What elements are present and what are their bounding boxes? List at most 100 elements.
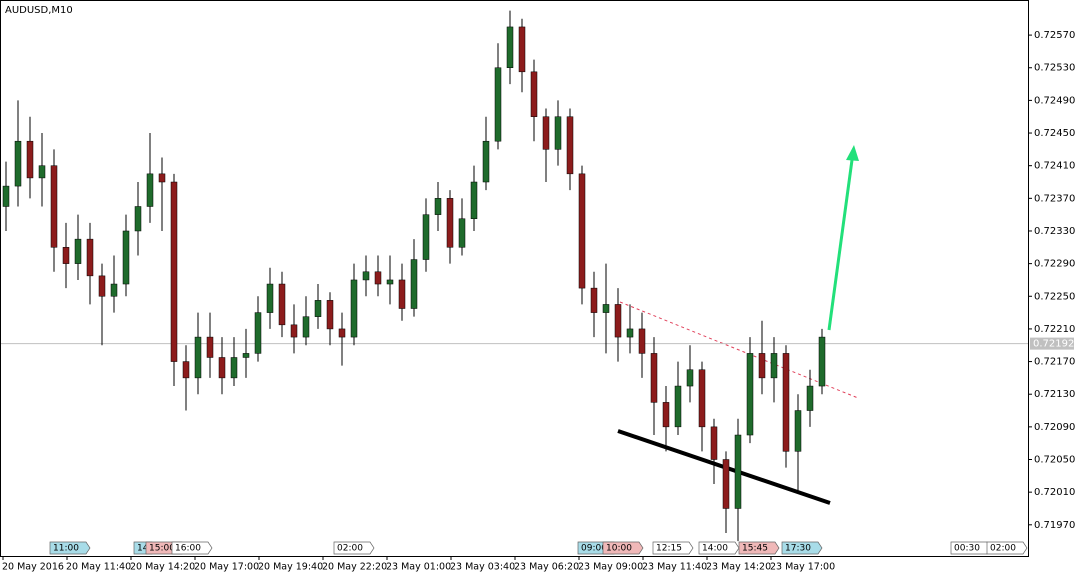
y-tick-label: 0.72410 xyxy=(1034,161,1075,172)
y-tick-label: 0.72170 xyxy=(1034,357,1075,368)
candle-body xyxy=(590,287,598,313)
y-tick-label: 0.72370 xyxy=(1034,193,1075,204)
x-tick-label: 20 May 17:00 xyxy=(194,562,259,573)
candle-body xyxy=(146,173,154,207)
candle-body xyxy=(2,185,10,207)
time-tag-label: 00:30 xyxy=(954,544,980,554)
candle-body xyxy=(386,279,394,285)
y-tick-label: 0.72290 xyxy=(1034,259,1075,270)
candle-body xyxy=(242,353,250,358)
candle-body xyxy=(170,181,178,362)
candle-body xyxy=(398,279,406,309)
time-tag-label: 15:00 xyxy=(149,544,175,554)
candle-body xyxy=(362,271,370,281)
candle-body xyxy=(38,165,46,179)
candle-body xyxy=(554,116,562,150)
x-tick-label: 20 May 19:40 xyxy=(258,562,323,573)
candle-body xyxy=(206,336,214,358)
time-tag xyxy=(171,541,213,555)
candle-body xyxy=(62,247,70,264)
candle-body xyxy=(566,116,574,175)
candle-body xyxy=(158,173,166,183)
time-tag xyxy=(698,541,740,555)
x-tick-label: 23 May 14:20 xyxy=(706,562,771,573)
x-tick-label: 23 May 06:20 xyxy=(514,562,579,573)
candle-body xyxy=(638,328,646,354)
candle-body xyxy=(374,271,382,285)
arrow-head xyxy=(846,145,859,161)
x-tick-label: 23 May 03:40 xyxy=(450,562,515,573)
candle-body xyxy=(230,357,238,379)
candle-body xyxy=(422,214,430,260)
time-tag-label: 11:00 xyxy=(53,544,79,554)
candle-body xyxy=(794,410,802,452)
candle-body xyxy=(290,324,298,338)
time-tag-label: 16:00 xyxy=(175,544,201,554)
time-tag-label: 02:00 xyxy=(337,544,363,554)
candle-body xyxy=(578,173,586,289)
y-tick-label: 0.72210 xyxy=(1034,324,1075,335)
candle-body xyxy=(446,198,454,248)
y-tick-label: 0.72490 xyxy=(1034,95,1075,106)
candle-body xyxy=(530,71,538,117)
chart-title: AUDUSD,M10 xyxy=(5,5,73,16)
y-tick-label: 0.72050 xyxy=(1034,455,1075,466)
candle-body xyxy=(338,328,346,338)
candle-body xyxy=(434,198,442,215)
arrow-shaft xyxy=(827,159,854,331)
candle-body xyxy=(98,275,106,297)
candle-body xyxy=(782,353,790,452)
time-tag-label: 09:00 xyxy=(581,544,607,554)
candle-body xyxy=(710,426,718,460)
time-tag-label: 15:45 xyxy=(742,544,768,554)
candle-body xyxy=(674,385,682,428)
time-tag-label: 02:00 xyxy=(990,544,1016,554)
candle-body xyxy=(110,283,118,297)
x-tick-label: 23 May 17:00 xyxy=(770,562,835,573)
time-tag-label: 14:00 xyxy=(702,544,728,554)
candle-body xyxy=(278,283,286,326)
current-price-box xyxy=(1030,337,1074,350)
time-tag xyxy=(781,541,823,555)
time-tag-label: 12:15 xyxy=(656,544,682,554)
candle-body xyxy=(14,140,22,187)
plot-frame xyxy=(0,0,1029,557)
time-tag xyxy=(333,541,375,555)
candle-body xyxy=(806,385,814,411)
candle-body xyxy=(218,357,226,379)
candle-body xyxy=(614,304,622,338)
x-tick-label: 23 May 09:00 xyxy=(578,562,643,573)
candle-body xyxy=(254,312,262,354)
candle-body xyxy=(770,353,778,379)
candle-body xyxy=(458,218,466,248)
y-tick-label: 0.71970 xyxy=(1034,520,1075,531)
x-tick-label: 23 May 11:40 xyxy=(642,562,707,573)
candle-body xyxy=(134,206,142,232)
candle-body xyxy=(350,279,358,338)
y-tick-label: 0.72130 xyxy=(1034,389,1075,400)
candle-body xyxy=(650,353,658,403)
time-tag xyxy=(738,541,780,555)
y-tick-label: 0.72530 xyxy=(1034,63,1075,74)
x-tick-label: 23 May 01:00 xyxy=(386,562,451,573)
time-tag-label: 10:00 xyxy=(606,544,632,554)
candle-body xyxy=(686,369,694,387)
candle-body xyxy=(626,328,634,338)
candle-body xyxy=(698,369,706,428)
trend-line xyxy=(619,301,859,399)
candle-body xyxy=(182,361,190,379)
y-tick-label: 0.72330 xyxy=(1034,226,1075,237)
candle-body xyxy=(482,140,490,183)
current-price-label: 0.72192 xyxy=(1033,339,1074,350)
candle-body xyxy=(410,259,418,309)
time-tag xyxy=(602,541,644,555)
candle-body xyxy=(758,353,766,379)
x-tick-label: 20 May 14:20 xyxy=(130,562,195,573)
x-tick-label: 20 May 11:40 xyxy=(66,562,131,573)
candle-body xyxy=(326,300,334,330)
candle-body xyxy=(506,26,514,68)
y-tick-label: 0.72570 xyxy=(1034,30,1075,41)
y-tick-label: 0.72450 xyxy=(1034,128,1075,139)
y-tick-label: 0.72010 xyxy=(1034,487,1075,498)
